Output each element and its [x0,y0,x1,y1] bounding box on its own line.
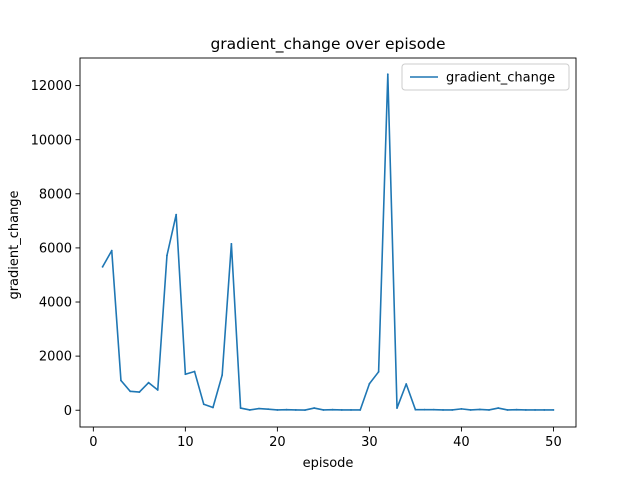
data-point [469,409,472,411]
data-point [285,408,288,411]
data-point [414,408,417,411]
data-point [193,370,196,373]
series-line-gradient_change [101,73,554,411]
data-point [147,381,150,384]
data-point [110,249,113,252]
y-axis-title: gradient_change [7,190,22,299]
y-tick-label: 4000 [39,296,72,311]
data-point [221,374,224,376]
data-point [386,73,389,76]
data-point [524,409,527,411]
data-point [258,407,260,410]
data-point [423,408,426,411]
data-point [175,213,178,216]
data-point [497,407,500,409]
x-tick-label: 0 [89,435,97,450]
data-point [442,409,444,411]
data-point [368,382,371,385]
data-point [202,403,205,406]
data-point [304,409,306,411]
data-point [515,408,518,411]
data-point [230,242,233,245]
y-tick-label: 6000 [39,242,72,257]
data-point [184,373,187,376]
y-tick-label: 10000 [31,133,72,148]
data-point [322,409,325,411]
data-point [120,379,122,382]
data-point [359,409,362,411]
legend: gradient_change [401,63,570,91]
data-point [534,409,536,411]
chart-title: gradient_change over episode [210,35,445,54]
plot-area [80,58,576,427]
data-point [552,409,555,411]
data-point [331,408,334,411]
data-point [138,391,141,393]
data-point [166,254,168,257]
y-tick-label: 12000 [31,79,72,94]
data-point [451,409,454,411]
data-point [350,409,352,411]
y-tick-label: 0 [64,404,72,419]
data-point [267,408,270,411]
data-point [239,407,242,409]
data-point [506,409,509,411]
axes: 0 10 20 30 40 50 0 2000 4000 6000 8000 10000 12000 [31,57,577,450]
data-point [377,370,380,373]
data-point [276,409,279,411]
data-point [460,407,463,410]
data-point [294,409,297,411]
data-point [543,409,546,411]
x-tick-label: 10 [177,435,194,450]
y-tick-label: 8000 [39,187,72,202]
x-axis-title: episode [303,456,354,471]
x-tick-label: 40 [453,435,470,450]
data-point [340,409,343,411]
data-point [212,406,214,409]
data-point [129,390,132,393]
x-tick-label: 50 [545,435,562,450]
y-tick-label: 2000 [39,350,72,365]
x-tick-label: 20 [269,435,286,450]
data-point [396,407,398,409]
data-point [101,265,104,268]
data-point [488,409,490,411]
data-point [248,409,251,411]
data-point [478,408,481,411]
legend-label: gradient_change [446,71,555,86]
data-point [313,407,316,409]
data-point [432,408,435,411]
legend-box [401,63,570,91]
data-point [405,383,408,385]
x-tick-label: 30 [361,435,378,450]
axes-frame [79,57,577,428]
plot-background [80,58,576,427]
data-point [156,389,159,391]
